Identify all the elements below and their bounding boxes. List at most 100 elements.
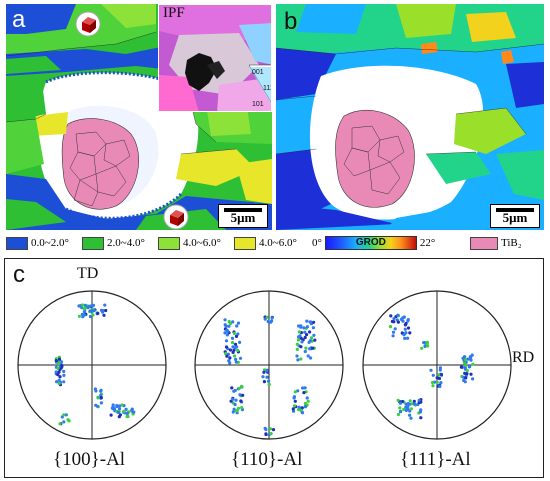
pole-point [56,373,60,377]
rd-axis-label: RD [512,349,535,366]
pole-point [438,384,442,389]
pole-point [402,407,406,412]
pole-point [82,313,86,317]
pole-point [408,399,412,403]
pole-point [469,358,473,362]
pole-point [96,396,100,400]
pole-point [269,320,273,324]
pole-point [309,356,313,360]
pole-point [57,370,61,374]
pole-point [469,355,473,360]
pole-point [409,416,413,420]
pole-point [99,388,103,392]
pole-point [388,325,393,329]
pole-point [408,413,412,417]
pole-point [412,402,417,406]
pole-point [297,405,301,409]
pole-point [402,333,406,337]
panel-a-scale-bar: 5μm [218,204,268,228]
pole-point [262,370,266,374]
pole-point [466,357,470,361]
panel-c-pole-figures: c TD RD {100}-Al {110}-Al {111}-Al [4,258,544,478]
pole-point [464,363,468,367]
legend-label-tib2: TiB₂ [501,237,522,249]
pole-point [266,319,270,324]
pole-point [304,346,308,350]
pole-point [396,398,400,402]
pole-point [90,304,94,308]
pole-point [295,347,299,351]
pole-point [438,366,442,370]
pole-point [117,404,122,408]
pole-point [408,331,412,335]
pole-figure-100 [17,290,167,440]
pole-point [264,432,268,437]
pole-point [297,330,301,334]
pole-point [54,359,58,363]
legend-item-3: 4.0~6.0° [234,234,297,252]
pole-point [122,409,126,413]
pole-point [303,405,307,409]
pole-point [425,342,429,346]
pole-point [117,407,122,411]
pole-point [227,319,231,324]
pole-point [239,399,243,403]
pole-point [297,324,301,328]
pole-point [430,380,435,385]
pole-point [295,354,299,358]
legend-label-2: 4.0~6.0° [183,237,221,249]
pole-point [228,348,233,352]
panel-a-scale-label: 5μm [230,210,256,225]
pole-point [461,356,465,360]
pole-point [62,420,66,424]
pole-point [417,398,421,402]
pole-point [422,341,426,345]
color-legend: 0.0~2.0° 2.0~4.0° 4.0~6.0° 4.0~6.0° 0° G… [6,234,546,252]
panel-c-letter: c [13,261,25,288]
pole-point [311,346,315,350]
pole-point [91,313,95,317]
pole-point [87,304,91,308]
pole-point [234,398,238,402]
ipf-inset: IPF 001 111 101 [158,4,272,112]
pole-point [267,382,271,387]
pole-point [403,327,407,331]
pole-point [55,380,59,384]
pole-point [303,349,307,354]
pole-point [82,307,86,311]
legend-swatch-0 [6,236,28,250]
pole-point [404,321,408,326]
pole-point [62,380,66,384]
pole-point [238,393,242,397]
pole-point [419,416,423,420]
pole-point [54,370,58,374]
grod-max-label: 22° [419,237,436,249]
pole-figure-label-111: {111}-Al [400,449,471,470]
pole-point [95,404,100,408]
pole-point [391,330,396,334]
pole-point [305,325,309,329]
pole-point [459,365,463,369]
pole-point [224,345,229,349]
pole-point [226,329,230,333]
pole-point [223,318,227,322]
pole-figure-110 [194,290,344,440]
pole-point [99,401,103,405]
pole-point [435,376,439,380]
legend-swatch-1 [82,236,104,250]
pole-point [82,310,87,314]
pole-point [233,346,237,350]
pole-point [296,389,300,393]
panel-a-ebsd-map: a IPF 001 111 101 5μm [6,4,272,230]
pole-point [391,334,395,338]
pole-point [313,338,317,342]
pole-point [233,342,238,346]
pole-point [312,320,316,324]
pole-point [125,411,129,416]
legend-swatch-3 [234,236,256,250]
pole-point [232,389,236,393]
pole-point [302,391,306,395]
pole-point [56,366,60,370]
pole-point [398,406,402,410]
panel-b-letter: b [284,8,298,35]
